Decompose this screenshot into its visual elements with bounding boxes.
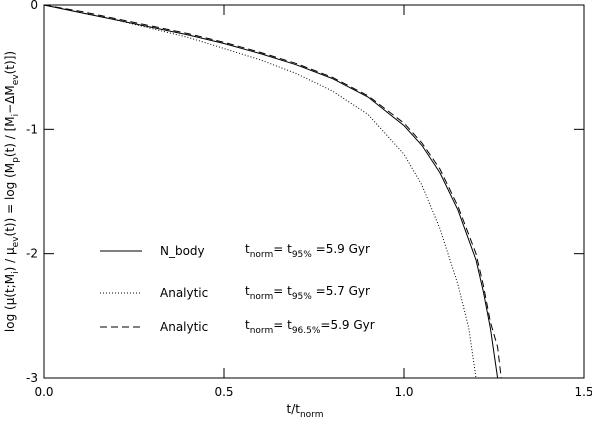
subscript: norm (250, 292, 274, 302)
y-tick-label: 0 (30, 0, 38, 12)
text-part: = t (273, 284, 292, 298)
x-tick-label: 0.5 (214, 385, 233, 399)
subscript: norm (250, 250, 274, 260)
y-axis-label: log (μ(t;Mi) / μev(t)) = log (Mp(t) / [M… (3, 51, 21, 332)
text-part: =5.9 Gyr (320, 318, 374, 332)
text-part: t/t (287, 402, 301, 416)
legend-note: tnorm= t95% =5.9 Gyr (245, 242, 370, 260)
subscript: p (11, 157, 21, 163)
legend-label: N_body (160, 244, 205, 258)
legend-label: Analytic (160, 286, 208, 300)
text-part: =5.7 Gyr (312, 284, 370, 298)
text-part: = t (273, 318, 292, 332)
legend-label: Analytic (160, 320, 208, 334)
subscript: ev (11, 74, 21, 86)
subscript: i (11, 114, 21, 117)
subscript: i (11, 271, 21, 274)
x-tick-label: 1.5 (574, 385, 592, 399)
y-tick-label: -3 (26, 371, 38, 385)
text-part: t (245, 284, 250, 298)
text-part: t (245, 242, 250, 256)
x-tick-label: 0.0 (34, 385, 53, 399)
legend-note: tnorm= t95% =5.7 Gyr (245, 284, 370, 302)
subscript: norm (250, 326, 274, 336)
text-part: (t) / [M (3, 116, 17, 157)
series-line (43, 4, 499, 379)
plot-frame (43, 4, 585, 379)
text-part: =5.9 Gyr (312, 242, 370, 256)
series-line (43, 4, 502, 379)
subscript: 96.5% (292, 326, 321, 336)
x-tick-label: 1.0 (394, 385, 413, 399)
subscript: 95% (292, 292, 312, 302)
text-part: = t (273, 242, 292, 256)
subscript: 95% (292, 250, 312, 260)
text-part: −ΔM (3, 85, 17, 114)
text-part: log (μ(t;M (3, 274, 17, 332)
text-part: ) / μ (3, 247, 17, 271)
y-tick-label: -1 (26, 122, 38, 136)
series-line (43, 4, 477, 379)
text-part: t (245, 318, 250, 332)
y-tick-label: -2 (26, 247, 38, 261)
x-axis-label: t/tnorm (287, 402, 324, 420)
text-part: (t)]) (3, 51, 17, 74)
legend-note: tnorm= t96.5%=5.9 Gyr (245, 318, 375, 336)
subscript: norm (300, 410, 324, 420)
text-part: (t)) = log (M (3, 163, 17, 237)
subscript: ev (11, 236, 21, 248)
